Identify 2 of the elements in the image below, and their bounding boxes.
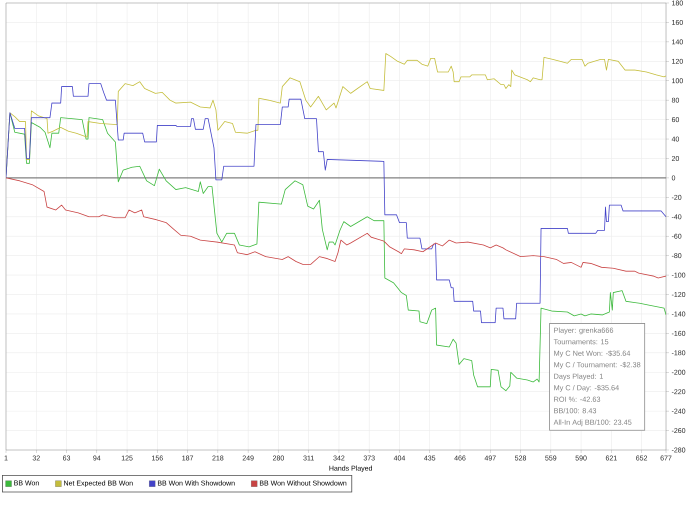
line-series <box>6 178 666 278</box>
line-series <box>6 83 666 324</box>
